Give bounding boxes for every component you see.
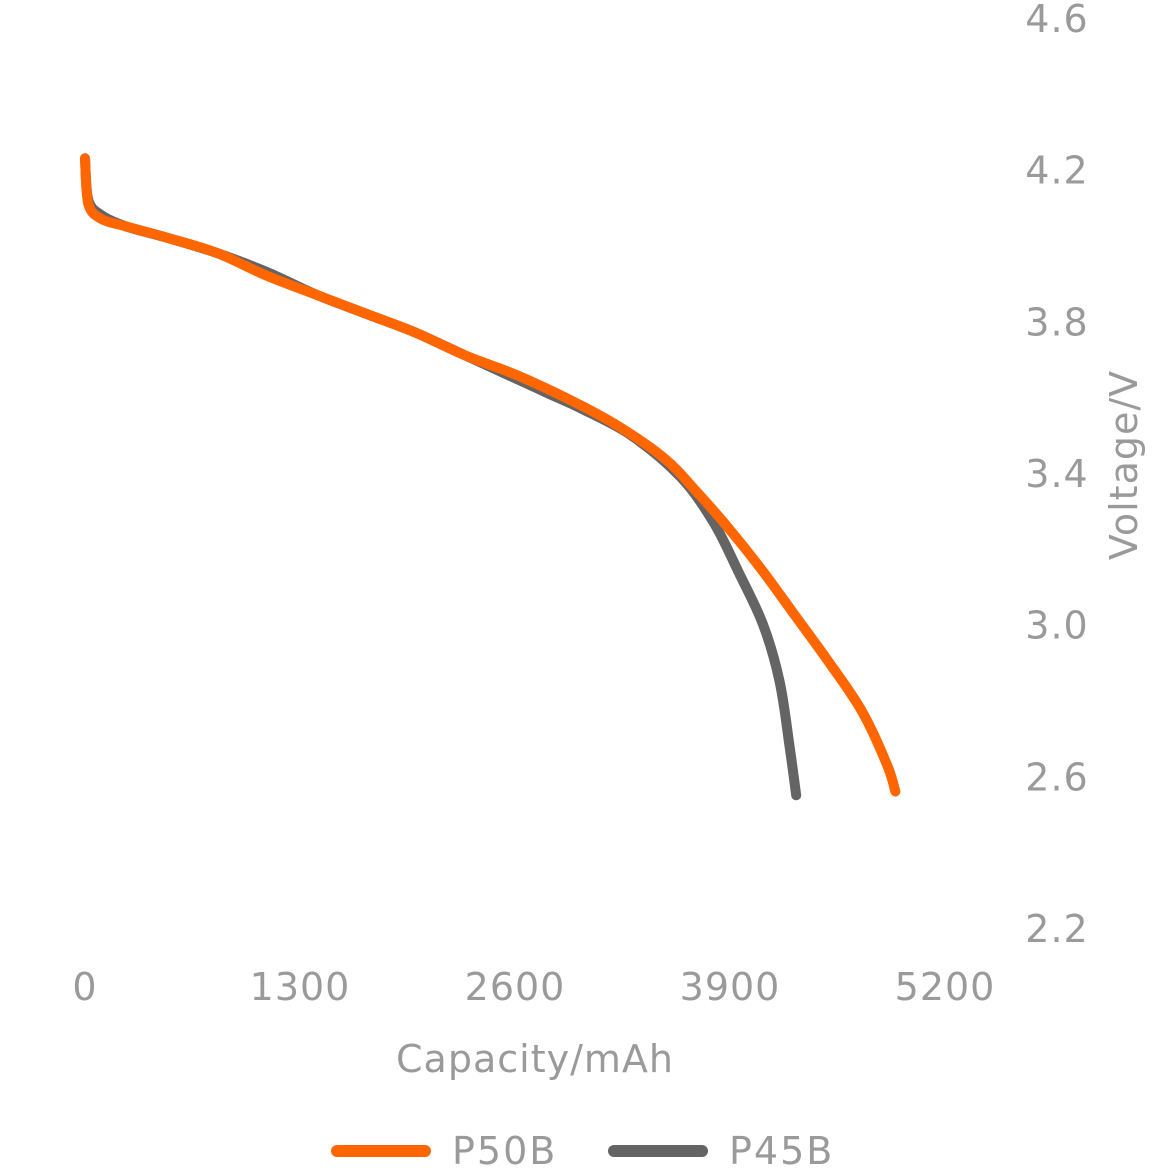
x-tick-label: 3900 [680,965,781,1009]
y-tick-label: 3.4 [1025,452,1088,496]
y-tick-label: 2.6 [1025,755,1088,799]
legend: P50B P45B [331,1129,834,1170]
legend-label-p50b: P50B [452,1129,557,1170]
y-axis-title: Voltage/V [1102,370,1146,560]
x-tick-label: 1300 [250,965,351,1009]
x-axis-title: Capacity/mAh [396,1037,674,1081]
legend-label-p45b: P45B [729,1129,834,1170]
y-tick-label: 4.6 [1025,0,1088,41]
y-tick-label: 3.8 [1025,300,1088,344]
y-tick-label: 4.2 [1025,149,1088,193]
series-layer [80,153,901,801]
y-axis-ticks: 2.2 2.6 3.0 3.4 3.8 4.2 4.6 [1025,0,1088,951]
y-tick-label: 2.2 [1025,907,1088,951]
series-line-p50b [80,153,901,797]
y-tick-label: 3.0 [1025,604,1088,648]
x-tick-label: 0 [72,965,97,1009]
x-tick-label: 5200 [895,965,996,1009]
x-tick-label: 2600 [465,965,566,1009]
x-axis-ticks: 0 1300 2600 3900 5200 [72,965,996,1009]
